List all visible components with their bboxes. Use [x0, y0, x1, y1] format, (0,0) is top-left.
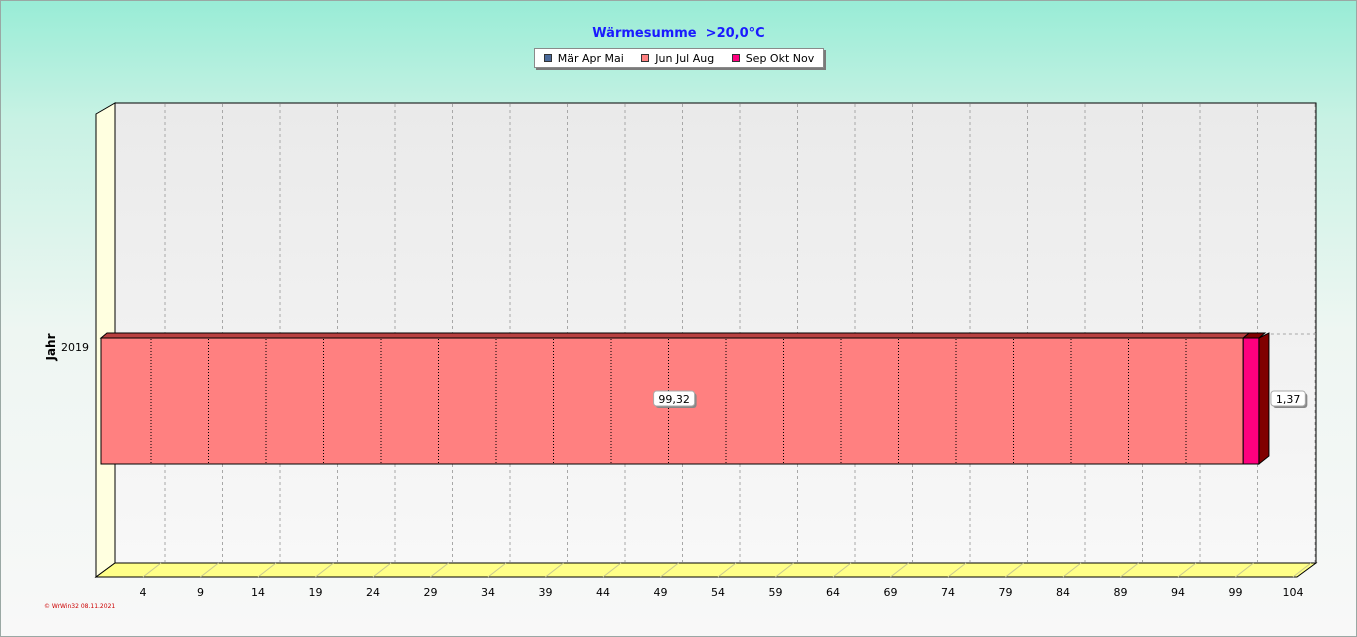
x-tick-label-20: 104: [1283, 586, 1304, 599]
bar-side-2: [1258, 332, 1270, 466]
x-tick-label-11: 59: [769, 586, 783, 599]
floor-grid-line-4: [372, 562, 392, 578]
legend-swatch-mar-apr-mai: [543, 54, 552, 62]
floor-grid-line-20: [1292, 562, 1312, 578]
floor-grid-line-9: [660, 562, 679, 578]
floor-grid-line-8: [602, 562, 622, 578]
floor-grid-line-15: [1005, 562, 1024, 578]
bar-top-1: [99, 332, 1251, 339]
legend-swatch-sep-okt-nov: [731, 54, 740, 62]
x-tick-label-10: 54: [711, 586, 725, 599]
floor-grid-line-14: [947, 562, 967, 578]
floor-grid-line-17: [1120, 562, 1139, 578]
chart-title: Wärmesumme >20,0°C: [592, 26, 765, 41]
legend-label-mar-apr-mai: Mär Apr Mai: [557, 51, 624, 65]
data-label-0: 99,32: [658, 393, 690, 406]
bars: 99,32 1,37: [99, 332, 1316, 466]
legend-swatch-jun-jul-aug: [641, 54, 650, 62]
x-tick-label-12: 64: [826, 586, 840, 599]
x-tick-label-4: 24: [366, 586, 380, 599]
y-tick-label-2019: 2019: [61, 341, 89, 354]
legend-item-jun-jul-aug: Jun Jul Aug: [641, 52, 714, 65]
data-label-box-1: [1270, 390, 1306, 407]
legend: Mär Apr Mai Jun Jul Aug Sep Okt Nov: [534, 48, 824, 68]
x-tick-label-19: 99: [1229, 586, 1243, 599]
x-tick-label-1: 9: [197, 586, 204, 599]
floor-grid-line-5: [430, 562, 449, 578]
floor-grid-line-16: [1062, 562, 1082, 578]
floor-grid-line-19: [1235, 562, 1254, 578]
floor-grid-line-2: [257, 562, 277, 578]
x-tick-label-2: 14: [251, 586, 265, 599]
floor-grid-line-13: [890, 562, 909, 578]
x-tick-label-14: 74: [941, 586, 955, 599]
x-tick-label-3: 19: [309, 586, 323, 599]
legend-item-sep-okt-nov: Sep Okt Nov: [731, 51, 815, 65]
x-tick-label-18: 94: [1171, 586, 1185, 599]
x-tick-label-5: 29: [424, 586, 438, 599]
floor-grid-line-6: [487, 562, 507, 578]
x-tick-label-13: 69: [884, 586, 898, 599]
x-tick-label-7: 39: [539, 586, 553, 599]
data-label-1: 1,37: [1276, 393, 1301, 406]
legend-label-jun-jul-aug: Jun Jul Aug: [655, 51, 715, 65]
x-tick-label-16: 84: [1056, 586, 1070, 599]
floor-grid-line-11: [775, 562, 794, 578]
footer-credit: © WrWin32 08.11.2021: [44, 603, 116, 610]
x-axis: 4 9 14 19 24 29 34 39 44 49 54 59 64 69 74 79 84 89 94 99 10…: [140, 586, 1304, 599]
data-label-box-0: [653, 390, 696, 407]
floor-grid-line-12: [832, 562, 852, 578]
floor-grid-line-10: [717, 562, 737, 578]
x-tick-label-17: 89: [1114, 586, 1128, 599]
floor-grid-line-0: [142, 562, 162, 578]
legend-item-mar-apr-mai: Mär Apr Mai: [543, 51, 624, 65]
x-tick-label-8: 44: [596, 586, 610, 599]
bar-segment-2: [1242, 337, 1260, 465]
floor-grid-line-3: [315, 562, 334, 578]
x-tick-label-9: 49: [654, 586, 668, 599]
x-tick-label-15: 79: [999, 586, 1013, 599]
floor-grid-line-1: [200, 562, 219, 578]
y-axis-label: Jahr: [44, 333, 58, 361]
floor: [94, 562, 1318, 578]
floor-grid-line-18: [1177, 562, 1197, 578]
x-tick-label-6: 34: [481, 586, 495, 599]
floor-grid-line-7: [545, 562, 564, 578]
x-tick-label-0: 4: [140, 586, 147, 599]
legend-label-sep-okt-nov: Sep Okt Nov: [745, 51, 815, 65]
